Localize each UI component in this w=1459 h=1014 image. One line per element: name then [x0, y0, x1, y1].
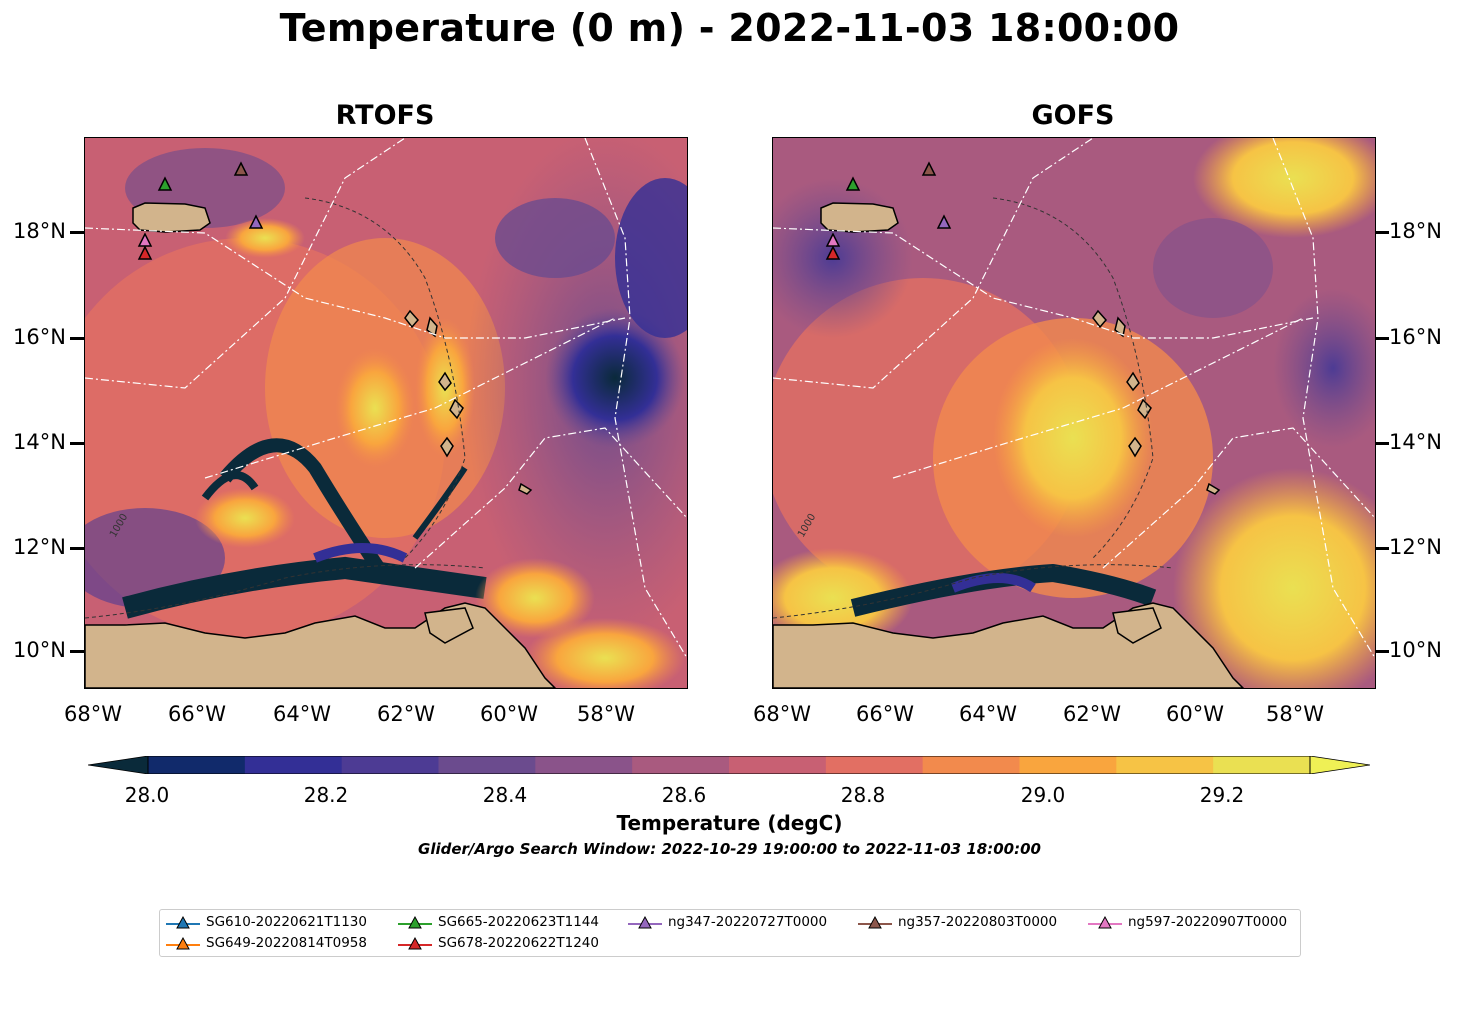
marker-ng357 [921, 161, 937, 176]
legend-item: ng597-20220907T0000 [1088, 914, 1287, 930]
lon-tick-right-5: 58°W [1266, 702, 1324, 726]
colorbar-segment [535, 756, 633, 774]
panel-title-rtofs: RTOFS [335, 100, 435, 131]
triangle-marker-icon [398, 915, 432, 929]
marker-sg665 [845, 176, 861, 191]
triangle-marker-icon [628, 915, 662, 929]
legend-label: ng347-20220727T0000 [668, 914, 828, 930]
legend-label: ng357-20220803T0000 [898, 914, 1058, 930]
lon-tick-right-2: 64°W [959, 702, 1017, 726]
triangle-marker-icon [398, 936, 432, 950]
puerto-rico-land [820, 202, 899, 233]
lat-tick-left-0: 18°N [13, 219, 66, 243]
lat-tick-left-1: 16°N [13, 325, 66, 349]
puerto-rico-land [132, 202, 211, 233]
colorbar-segment [1019, 756, 1117, 774]
lon-tick-left-2: 64°W [273, 702, 331, 726]
legend-item: ng347-20220727T0000 [628, 914, 827, 930]
cb-tick-1: 28.2 [303, 783, 349, 807]
lon-tick-left-5: 58°W [577, 702, 635, 726]
lat-tick-right-2: 14°N [1389, 430, 1442, 454]
lon-tick-left-1: 66°W [168, 702, 226, 726]
lon-tick-left-0: 68°W [64, 702, 122, 726]
triangle-marker-icon [166, 915, 200, 929]
marker-sg678 [137, 245, 153, 260]
colorbar-segment [244, 756, 343, 774]
lat-tick-right-4: 10°N [1389, 638, 1442, 662]
lat-tick-right-0: 18°N [1389, 219, 1442, 243]
lon-tick-left-3: 62°W [377, 702, 435, 726]
colorbar-extend-high [1309, 756, 1370, 774]
legend-item: SG610-20220621T1130 [166, 914, 367, 930]
legend-label: SG665-20220623T1144 [438, 914, 599, 930]
legend: SG610-20220621T1130 SG649-20220814T0958 … [159, 909, 1301, 957]
colorbar-segment [632, 756, 730, 774]
search-window-text: Glider/Argo Search Window: 2022-10-29 19… [418, 840, 1041, 858]
legend-label: SG678-20220622T1240 [438, 935, 599, 951]
marker-sg678 [825, 245, 841, 260]
cb-tick-4: 28.8 [840, 783, 886, 807]
colorbar-border [147, 756, 1311, 774]
marker-ng357 [233, 161, 249, 176]
legend-item: SG678-20220622T1240 [398, 935, 599, 951]
triangle-marker-icon [166, 936, 200, 950]
colorbar [88, 756, 1370, 774]
lon-tick-left-4: 60°W [480, 702, 538, 726]
colorbar-segment [341, 756, 439, 774]
colorbar-segment [1116, 756, 1214, 774]
trinidad-land [1112, 607, 1162, 644]
cb-tick-5: 29.0 [1020, 783, 1066, 807]
gofs-map: 1000 [773, 138, 1375, 688]
marker-sg665 [157, 176, 173, 191]
legend-item: ng357-20220803T0000 [858, 914, 1057, 930]
triangle-marker-icon [858, 915, 892, 929]
triangle-marker-icon [1088, 915, 1122, 929]
lat-tick-right-3: 12°N [1389, 535, 1442, 559]
map-panel-rtofs: 1000 [84, 137, 688, 689]
lat-tick-left-4: 10°N [13, 638, 66, 662]
marker-ng347 [248, 214, 264, 229]
lon-tick-right-3: 62°W [1063, 702, 1121, 726]
lat-tick-left-2: 14°N [13, 430, 66, 454]
lon-tick-right-0: 68°W [753, 702, 811, 726]
cb-tick-3: 28.6 [661, 783, 707, 807]
colorbar-segment [729, 756, 827, 774]
legend-label: ng597-20220907T0000 [1128, 914, 1288, 930]
colorbar-extend-low [88, 756, 149, 774]
colorbar-segment [825, 756, 924, 774]
legend-label: SG649-20220814T0958 [206, 935, 367, 951]
colorbar-segment [922, 756, 1020, 774]
rtofs-map: 1000 [85, 138, 687, 688]
lon-tick-right-1: 66°W [856, 702, 914, 726]
colorbar-segment [438, 756, 536, 774]
legend-label: SG610-20220621T1130 [206, 914, 367, 930]
trinidad-land [424, 607, 474, 644]
map-panel-gofs: 1000 [772, 137, 1376, 689]
legend-item: SG665-20220623T1144 [398, 914, 599, 930]
panel-title-gofs: GOFS [1031, 100, 1115, 131]
colorbar-segment [1213, 756, 1311, 774]
colorbar-segment [148, 756, 246, 774]
cb-tick-0: 28.0 [124, 783, 170, 807]
lat-tick-left-3: 12°N [13, 535, 66, 559]
figure-title: Temperature (0 m) - 2022-11-03 18:00:00 [279, 6, 1180, 50]
lon-tick-right-4: 60°W [1166, 702, 1224, 726]
legend-item: SG649-20220814T0958 [166, 935, 367, 951]
lat-tick-right-1: 16°N [1389, 325, 1442, 349]
colorbar-label: Temperature (degC) [616, 811, 843, 835]
cb-tick-2: 28.4 [482, 783, 528, 807]
cb-tick-6: 29.2 [1199, 783, 1245, 807]
marker-ng347 [936, 214, 952, 229]
